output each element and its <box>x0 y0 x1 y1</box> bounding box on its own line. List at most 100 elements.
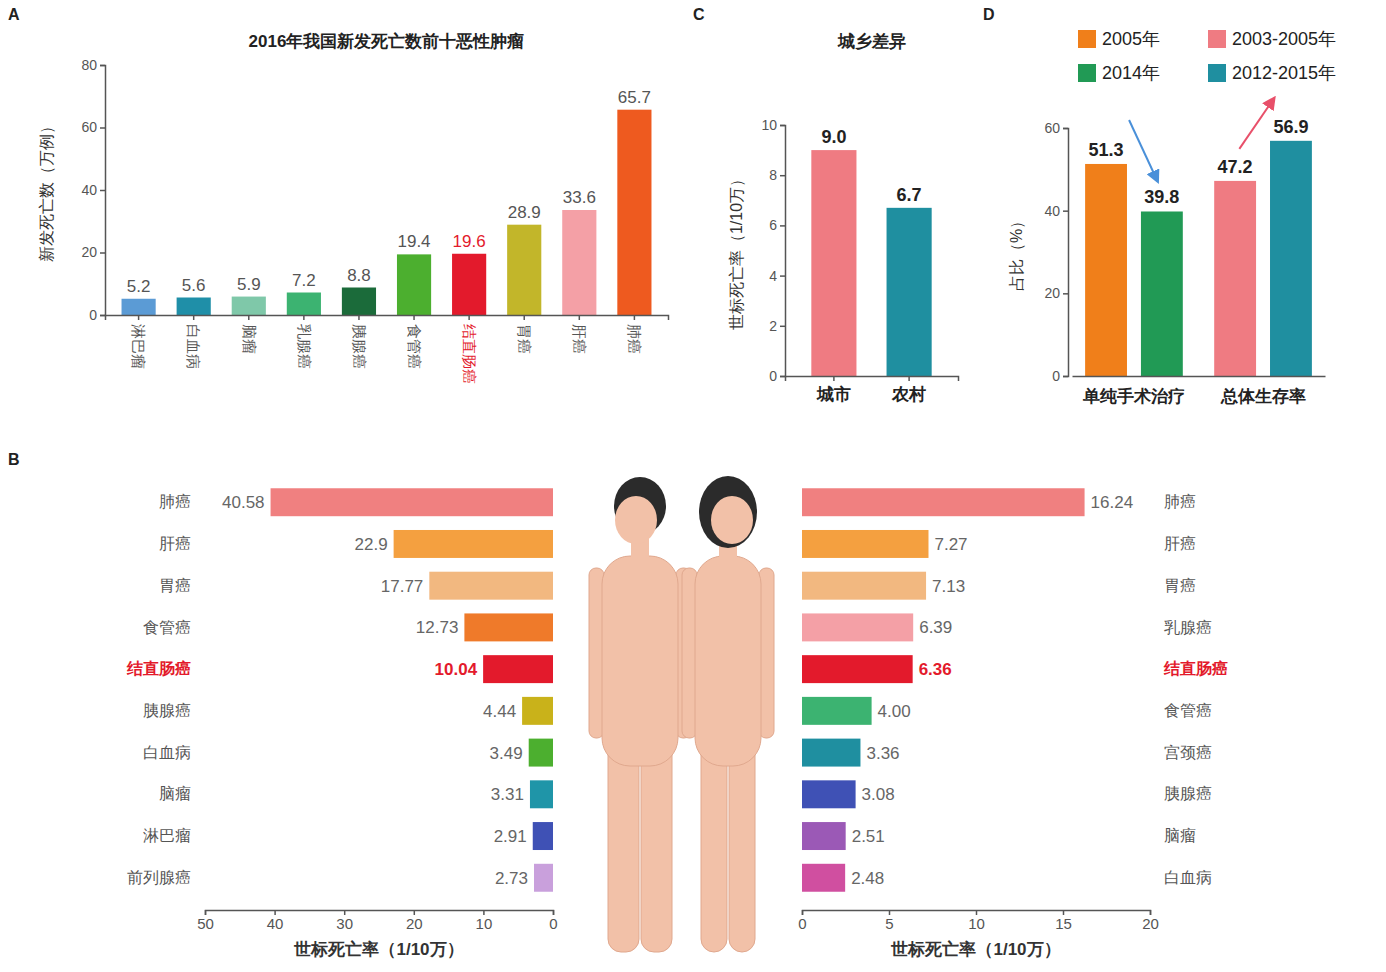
data-label: 2.73 <box>495 869 528 888</box>
tick-label: 食管癌 <box>406 324 423 369</box>
tick-label: 0 <box>89 307 97 323</box>
tick-label: 30 <box>336 915 353 932</box>
tick-label: 40 <box>267 915 284 932</box>
data-label: 28.9 <box>508 203 541 222</box>
tick-label: 肝癌 <box>1164 535 1196 552</box>
tick: 20 <box>1142 910 1159 932</box>
tick-mark <box>100 65 105 67</box>
bar <box>811 150 856 376</box>
axis-title: 占比（%） <box>1008 213 1025 291</box>
tick-label: 总体生存率 <box>1220 387 1306 406</box>
tick: 白血病 <box>185 315 202 369</box>
tick-label: 白血病 <box>1164 869 1212 886</box>
tick: 淋巴瘤 <box>130 315 147 369</box>
axis: 肺癌肝癌胃癌乳腺癌结直肠癌食管癌宫颈癌胰腺癌脑瘤白血病 <box>1163 493 1228 886</box>
tick-mark <box>1063 293 1068 295</box>
tick: 20 <box>406 910 423 932</box>
tick: 8 <box>769 167 785 183</box>
panel-letter: D <box>983 6 995 23</box>
tick-label: 50 <box>197 915 214 932</box>
data-label: 3.31 <box>491 785 524 804</box>
bar <box>802 488 1085 516</box>
tick-label: 40 <box>1044 203 1060 219</box>
tick: 胰腺癌 <box>143 702 191 719</box>
tick-label: 60 <box>81 119 97 135</box>
tick: 10 <box>968 910 985 932</box>
legend-item: 2012-2015年 <box>1208 63 1336 83</box>
tick: 20 <box>81 244 105 260</box>
bar <box>483 655 553 683</box>
figure-face <box>615 496 657 544</box>
tick: 30 <box>336 910 353 932</box>
bar <box>802 572 926 600</box>
tick-label: 6 <box>769 217 777 233</box>
data-label: 2.48 <box>851 869 884 888</box>
data-label: 47.2 <box>1218 157 1253 177</box>
data-label: 5.6 <box>182 276 206 295</box>
axis: 0204060 <box>1044 120 1068 384</box>
tick-label: 脑瘤 <box>241 324 258 354</box>
tick-mark <box>833 376 835 381</box>
tick: 食管癌 <box>1164 702 1212 719</box>
tick: 2 <box>769 318 785 334</box>
tick-mark <box>100 190 105 192</box>
tick: 总体生存率 <box>1220 387 1306 406</box>
tick-label: 食管癌 <box>1164 702 1212 719</box>
data-label: 19.6 <box>453 232 486 251</box>
data-label: 65.7 <box>618 88 651 107</box>
axis: 肺癌肝癌胃癌食管癌结直肠癌胰腺癌白血病脑瘤淋巴瘤前列腺癌 <box>126 493 191 886</box>
tick-label: 8 <box>769 167 777 183</box>
tick: 40 <box>267 910 284 932</box>
panel-letter: A <box>8 6 20 23</box>
tick: 结直肠癌 <box>461 315 478 384</box>
data-label: 51.3 <box>1089 140 1124 160</box>
tick-label: 胃癌 <box>516 324 533 354</box>
tick: 食管癌 <box>406 315 423 369</box>
tick: 脑瘤 <box>159 785 191 802</box>
data-label: 22.9 <box>355 535 388 554</box>
tick-label: 结直肠癌 <box>126 660 191 677</box>
tick: 结直肠癌 <box>1163 660 1228 677</box>
bar <box>802 613 913 641</box>
tick-mark <box>138 315 140 320</box>
tick: 0 <box>769 368 785 384</box>
legend-item: 2003-2005年 <box>1208 29 1336 49</box>
tick-label: 10 <box>476 915 493 932</box>
tick-mark <box>1063 210 1068 212</box>
tick: 农村 <box>891 376 926 404</box>
data-label: 8.8 <box>347 266 371 285</box>
tick-label: 10 <box>968 915 985 932</box>
axis-title: 世标死亡率（1/10万） <box>728 171 745 330</box>
tick-mark <box>579 315 581 320</box>
tick: 10 <box>761 117 785 133</box>
legend-swatch <box>1078 30 1096 48</box>
tick-label: 胃癌 <box>159 577 191 594</box>
tick: 60 <box>81 119 105 135</box>
tick-label: 0 <box>798 915 806 932</box>
data-label: 19.4 <box>397 232 430 251</box>
tick-label: 食管癌 <box>143 619 191 636</box>
tick: 白血病 <box>1164 869 1212 886</box>
data-label: 56.9 <box>1273 117 1308 137</box>
axis-line <box>106 316 669 321</box>
tick-label: 40 <box>81 182 97 198</box>
bar <box>802 780 856 808</box>
legend-label: 2003-2005年 <box>1232 29 1336 49</box>
data-label: 10.04 <box>435 660 478 679</box>
bar <box>522 697 553 725</box>
tick-label: 20 <box>81 244 97 260</box>
bar <box>617 110 651 315</box>
tick-mark <box>1063 128 1068 130</box>
tick-label: 单纯手术治疗 <box>1082 387 1185 406</box>
plot-area <box>1085 141 1312 376</box>
axis-title: 世标死亡率（1/10万） <box>890 940 1060 959</box>
data-label: 4.00 <box>878 702 911 721</box>
legend-swatch <box>1078 64 1096 82</box>
axis-line <box>1073 376 1326 378</box>
tick-label: 胃癌 <box>1164 577 1196 594</box>
tick-label: 0 <box>549 915 557 932</box>
bar <box>271 488 553 516</box>
bar <box>533 822 553 850</box>
plot-area <box>811 150 931 376</box>
plot-area <box>271 488 553 891</box>
